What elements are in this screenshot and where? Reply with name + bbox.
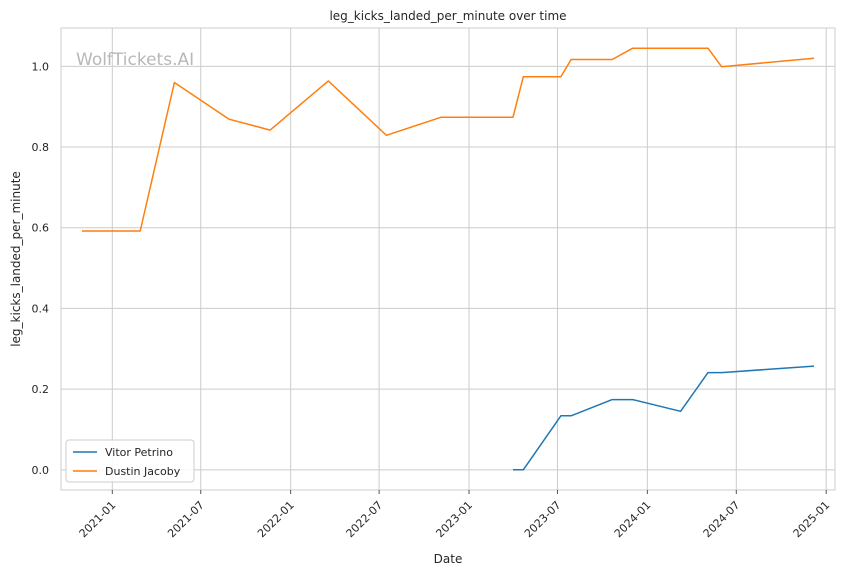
y-axis-label: leg_kicks_landed_per_minute [9, 171, 23, 347]
y-tick-label: 1.0 [32, 60, 50, 73]
y-tick-label: 0.4 [32, 302, 50, 315]
x-axis-ticks: 2021-01 2021-07 2022-01 2022-07 2023-01 2023-… [77, 490, 833, 541]
y-tick-label: 0.0 [32, 464, 50, 477]
series-line-dustin-jacoby [82, 47, 815, 232]
y-tick-label: 0.2 [32, 383, 50, 396]
x-tick-label: 2025-01 [791, 499, 833, 541]
x-tick-label: 2024-07 [701, 499, 743, 541]
y-tick-label: 0.6 [32, 222, 50, 235]
series-line-vitor-petrino [513, 365, 815, 471]
x-tick-label: 2022-07 [344, 499, 386, 541]
legend-label: Dustin Jacoby [105, 465, 181, 478]
legend-label: Vitor Petrino [105, 446, 173, 459]
x-tick-label: 2023-01 [433, 499, 475, 541]
grid-lines [61, 28, 835, 490]
chart-title: leg_kicks_landed_per_minute over time [329, 9, 566, 23]
x-tick-label: 2021-07 [165, 499, 207, 541]
plot-area [60, 27, 836, 491]
x-tick-label: 2021-01 [77, 499, 119, 541]
legend-box [65, 439, 195, 483]
x-axis-label: Date [434, 552, 463, 566]
x-tick-label: 2023-07 [522, 499, 564, 541]
x-tick-label: 2022-01 [255, 499, 297, 541]
legend: Vitor Petrino Dustin Jacoby [65, 439, 195, 483]
y-tick-label: 0.8 [32, 141, 50, 154]
watermark: WolfTickets.AI [76, 50, 194, 70]
series-lines [82, 47, 815, 471]
x-tick-label: 2024-01 [612, 499, 654, 541]
y-axis-ticks: 0.0 0.2 0.4 0.6 0.8 1.0 [32, 60, 50, 476]
